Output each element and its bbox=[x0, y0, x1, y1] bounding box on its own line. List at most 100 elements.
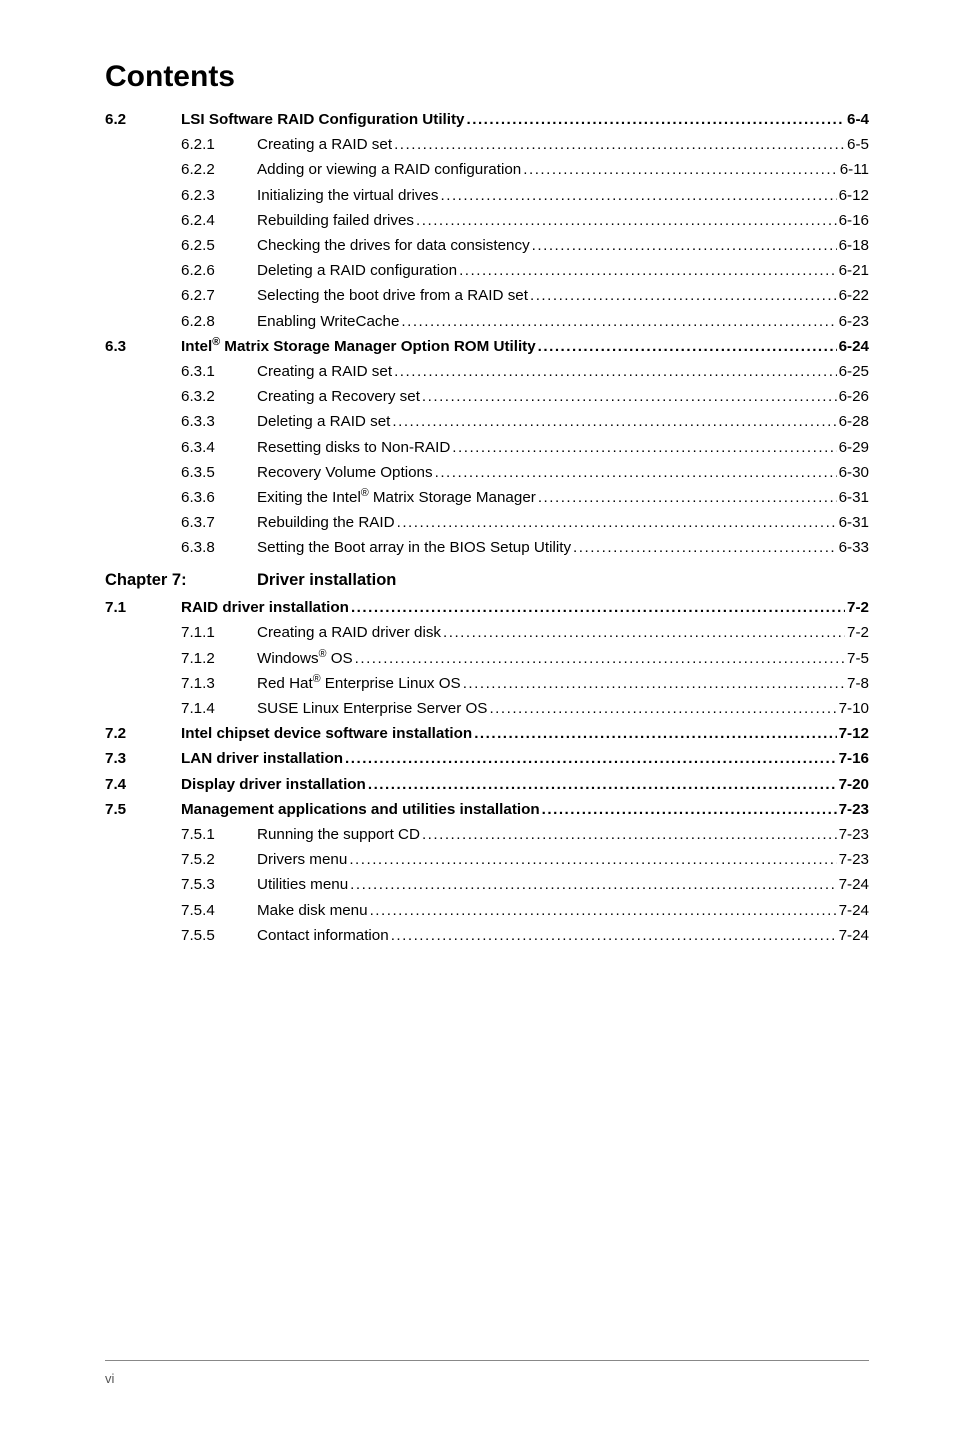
entry-label: Drivers menu bbox=[257, 852, 347, 867]
entry-number: 7.2 bbox=[105, 726, 181, 741]
entry-label: LSI Software RAID Configuration Utility bbox=[181, 112, 465, 127]
entry-label: Resetting disks to Non-RAID bbox=[257, 440, 450, 455]
entry-number: 6.2.5 bbox=[181, 238, 257, 253]
entry-label: Rebuilding failed drives bbox=[257, 213, 414, 228]
toc-entry: 7.1.1Creating a RAID driver disk 7-2 bbox=[105, 625, 869, 640]
leader-dots bbox=[452, 440, 836, 455]
entry-number: 6.3.8 bbox=[181, 540, 257, 555]
entry-label: Intel® Matrix Storage Manager Option ROM… bbox=[181, 339, 536, 354]
toc-entry: 6.3.6Exiting the Intel® Matrix Storage M… bbox=[105, 490, 869, 505]
leader-dots bbox=[370, 903, 837, 918]
entry-page: 6-31 bbox=[839, 490, 869, 505]
entry-number: 7.1.2 bbox=[181, 651, 257, 666]
entry-number: 6.3.3 bbox=[181, 414, 257, 429]
toc-entry: 6.2.7Selecting the boot drive from a RAI… bbox=[105, 288, 869, 303]
entry-number: 6.3 bbox=[105, 339, 181, 354]
toc-entry: 6.3.2Creating a Recovery set 6-26 bbox=[105, 389, 869, 404]
entry-number: 6.3.5 bbox=[181, 465, 257, 480]
entry-label: Windows® OS bbox=[257, 651, 353, 666]
entry-page: 6-33 bbox=[839, 540, 869, 555]
entry-label: Running the support CD bbox=[257, 827, 420, 842]
entry-number: 6.2.6 bbox=[181, 263, 257, 278]
entry-label: Creating a Recovery set bbox=[257, 389, 420, 404]
leader-dots bbox=[538, 490, 837, 505]
entry-page: 6-5 bbox=[847, 137, 869, 152]
entry-number: 6.2.8 bbox=[181, 314, 257, 329]
entry-number: 7.5 bbox=[105, 802, 181, 817]
entry-page: 7-20 bbox=[839, 777, 869, 792]
toc-entry: 6.2LSI Software RAID Configuration Utili… bbox=[105, 112, 869, 127]
entry-page: 6-26 bbox=[839, 389, 869, 404]
leader-dots bbox=[542, 802, 837, 817]
entry-number: 7.5.1 bbox=[181, 827, 257, 842]
entry-number: 6.2.7 bbox=[181, 288, 257, 303]
entry-page: 7-12 bbox=[839, 726, 869, 741]
chapter-heading: Chapter 7:Driver installation bbox=[105, 572, 869, 589]
entry-page: 7-24 bbox=[839, 903, 869, 918]
entry-label: Selecting the boot drive from a RAID set bbox=[257, 288, 528, 303]
entry-label: Checking the drives for data consistency bbox=[257, 238, 530, 253]
entry-number: 6.2.2 bbox=[181, 162, 257, 177]
entry-number: 7.1.1 bbox=[181, 625, 257, 640]
entry-label: Make disk menu bbox=[257, 903, 368, 918]
leader-dots bbox=[392, 414, 836, 429]
entry-page: 6-4 bbox=[847, 112, 869, 127]
toc-entry: 7.1.3Red Hat® Enterprise Linux OS7-8 bbox=[105, 676, 869, 691]
entry-number: 7.4 bbox=[105, 777, 181, 792]
entry-label: Creating a RAID set bbox=[257, 364, 392, 379]
toc-entry: 6.3.1Creating a RAID set6-25 bbox=[105, 364, 869, 379]
entry-page: 7-23 bbox=[839, 852, 869, 867]
toc-entry: 7.5.3Utilities menu7-24 bbox=[105, 877, 869, 892]
entry-page: 6-30 bbox=[839, 465, 869, 480]
entry-label: RAID driver installation bbox=[181, 600, 349, 615]
entry-number: 7.1.4 bbox=[181, 701, 257, 716]
entry-page: 7-2 bbox=[847, 625, 869, 640]
leader-dots bbox=[489, 701, 836, 716]
toc-entry: 7.1.2Windows® OS7-5 bbox=[105, 651, 869, 666]
leader-dots bbox=[538, 339, 837, 354]
entry-label: Setting the Boot array in the BIOS Setup… bbox=[257, 540, 571, 555]
entry-number: 6.3.1 bbox=[181, 364, 257, 379]
entry-page: 6-21 bbox=[839, 263, 869, 278]
entry-number: 7.1.3 bbox=[181, 676, 257, 691]
toc-entry: 6.2.3Initializing the virtual drives6-12 bbox=[105, 188, 869, 203]
entry-number: 7.5.4 bbox=[181, 903, 257, 918]
leader-dots bbox=[459, 263, 837, 278]
entry-page: 7-16 bbox=[839, 751, 869, 766]
entry-label: Utilities menu bbox=[257, 877, 348, 892]
entry-label: Deleting a RAID set bbox=[257, 414, 390, 429]
leader-dots bbox=[573, 540, 837, 555]
leader-dots bbox=[422, 827, 837, 842]
leader-dots bbox=[345, 751, 837, 766]
entry-page: 7-2 bbox=[847, 600, 869, 615]
toc-entry: 6.2.1Creating a RAID set6-5 bbox=[105, 137, 869, 152]
entry-label: Display driver installation bbox=[181, 777, 366, 792]
entry-number: 6.3.2 bbox=[181, 389, 257, 404]
leader-dots bbox=[391, 928, 837, 943]
toc-entry: 6.2.2Adding or viewing a RAID configurat… bbox=[105, 162, 869, 177]
toc-entry: 6.2.6Deleting a RAID configuration 6-21 bbox=[105, 263, 869, 278]
entry-page: 7-23 bbox=[839, 827, 869, 842]
entry-page: 7-8 bbox=[847, 676, 869, 691]
leader-dots bbox=[351, 600, 845, 615]
entry-page: 6-31 bbox=[839, 515, 869, 530]
leader-dots bbox=[532, 238, 837, 253]
entry-page: 7-10 bbox=[839, 701, 869, 716]
entry-page: 6-22 bbox=[839, 288, 869, 303]
toc-entry: 7.2Intel chipset device software install… bbox=[105, 726, 869, 741]
toc-entry: 7.1.4SUSE Linux Enterprise Server OS7-10 bbox=[105, 701, 869, 716]
entry-page: 7-24 bbox=[839, 877, 869, 892]
page-title: Contents bbox=[105, 60, 869, 94]
entry-label: Adding or viewing a RAID configuration bbox=[257, 162, 521, 177]
toc-entry: 7.5Management applications and utilities… bbox=[105, 802, 869, 817]
leader-dots bbox=[443, 625, 845, 640]
entry-page: 6-18 bbox=[839, 238, 869, 253]
entry-label: Intel chipset device software installati… bbox=[181, 726, 472, 741]
entry-label: Creating a RAID driver disk bbox=[257, 625, 441, 640]
entry-label: Exiting the Intel® Matrix Storage Manage… bbox=[257, 490, 536, 505]
leader-dots bbox=[530, 288, 837, 303]
entry-label: Deleting a RAID configuration bbox=[257, 263, 457, 278]
chapter-number: Chapter 7: bbox=[105, 572, 257, 589]
leader-dots bbox=[349, 852, 836, 867]
toc-entry: 7.3LAN driver installation7-16 bbox=[105, 751, 869, 766]
